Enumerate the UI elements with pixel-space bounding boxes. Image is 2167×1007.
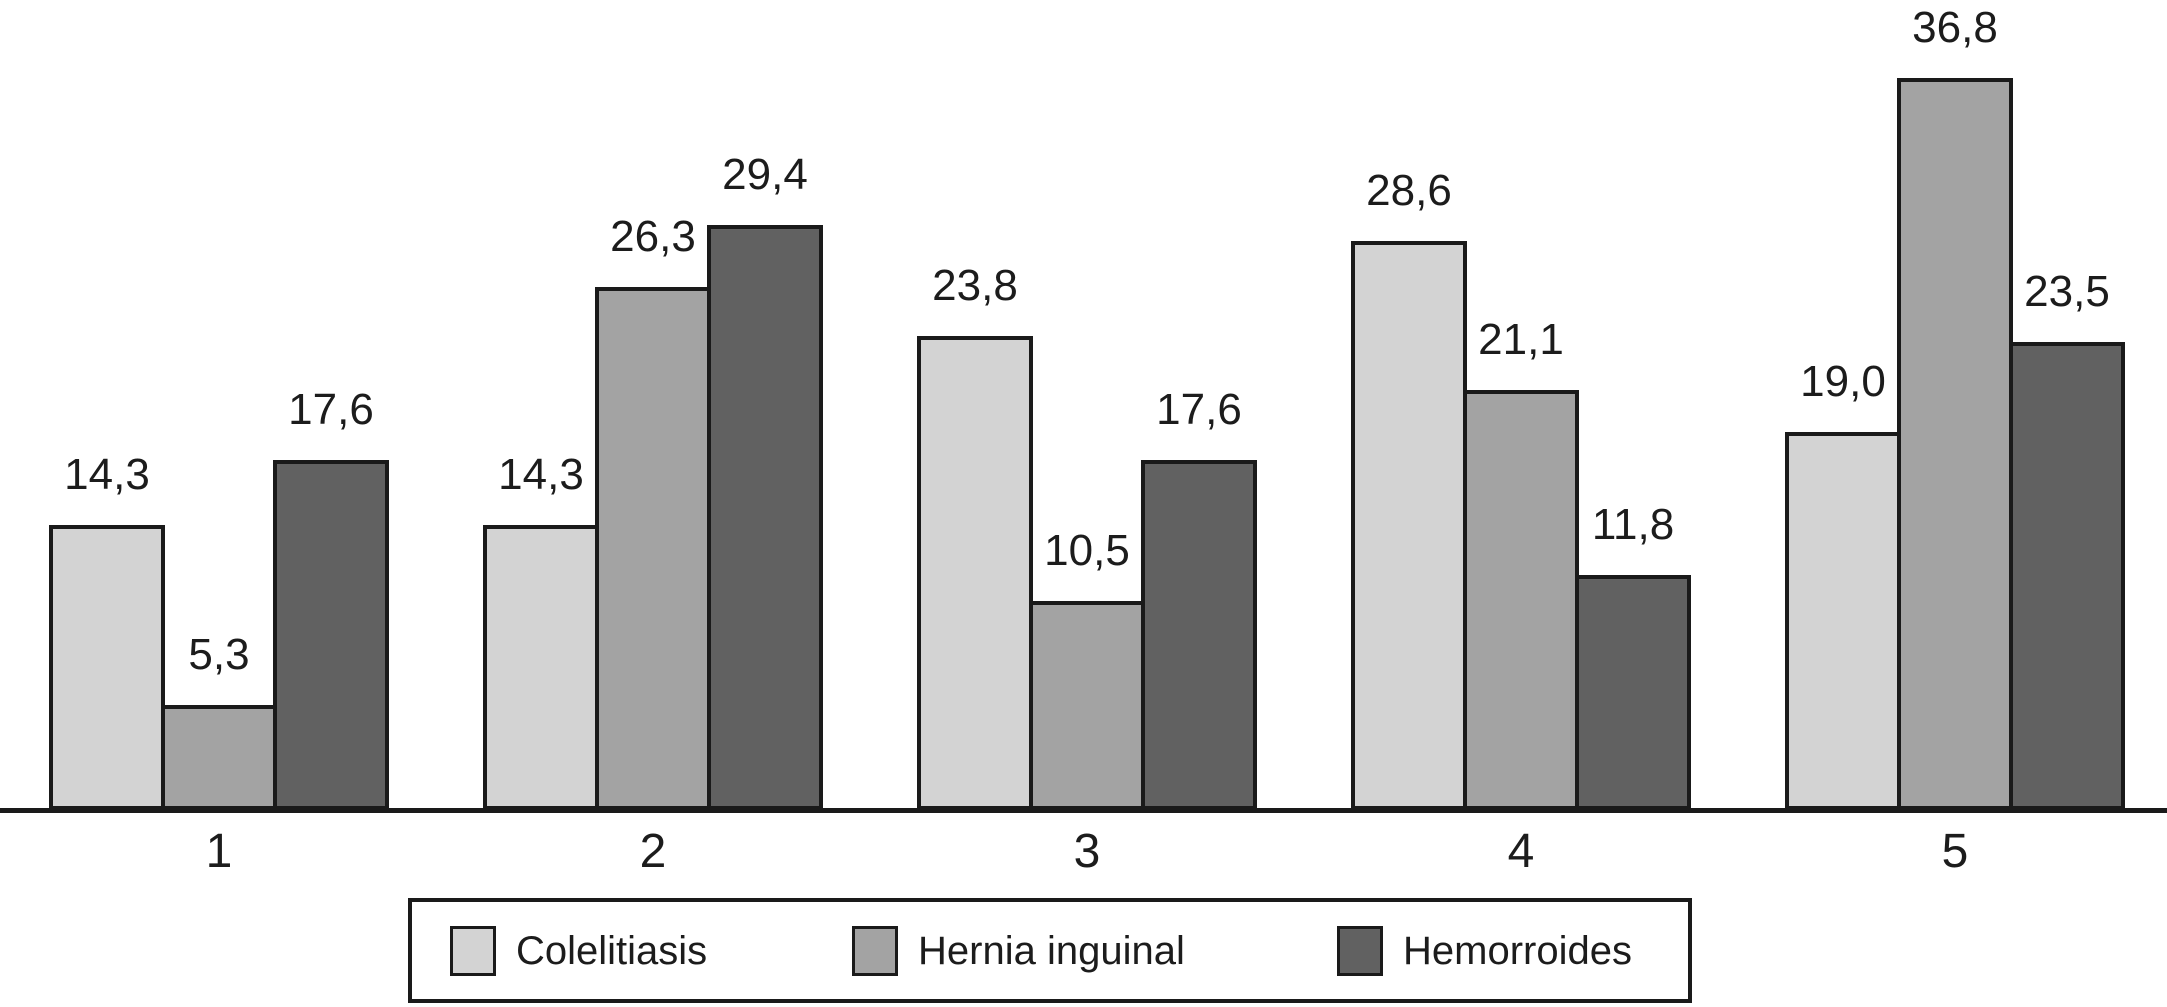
value-label: 21,1 <box>1478 315 1564 364</box>
bar-series1-cat2 <box>483 525 599 810</box>
bar-series3-cat4 <box>1575 575 1691 810</box>
legend: Colelitiasis Hernia inguinal Hemorroides <box>408 898 1692 1003</box>
legend-swatch-icon <box>450 925 496 976</box>
bar-series2-cat3 <box>1029 601 1145 810</box>
value-label: 36,8 <box>1912 3 1998 52</box>
bar-series1-cat1 <box>49 525 165 810</box>
x-tick-label: 4 <box>1507 825 1535 878</box>
legend-label: Hemorroides <box>1403 928 1632 973</box>
bar-series1-cat4 <box>1351 241 1467 810</box>
value-label: 10,5 <box>1044 526 1130 575</box>
value-label: 14,3 <box>498 450 584 499</box>
bar-series3-cat1 <box>273 460 389 810</box>
bar-series2-cat1 <box>161 705 277 810</box>
x-axis-line <box>0 808 2167 813</box>
bar-series3-cat5 <box>2009 342 2125 810</box>
x-tick-label: 3 <box>1073 825 1101 878</box>
value-label: 5,3 <box>188 630 250 679</box>
bar-series2-cat2 <box>595 287 711 810</box>
x-tick-label: 5 <box>1941 825 1969 878</box>
value-label: 28,6 <box>1366 166 1452 215</box>
value-label: 26,3 <box>610 212 696 261</box>
legend-swatch-icon <box>852 925 898 976</box>
value-label: 14,3 <box>64 450 150 499</box>
value-label: 23,5 <box>2024 267 2110 316</box>
x-tick-label: 1 <box>205 825 233 878</box>
legend-item: Hernia inguinal <box>852 902 1185 999</box>
value-label: 11,8 <box>1591 500 1675 549</box>
bar-series3-cat2 <box>707 225 823 810</box>
x-tick-label: 2 <box>639 825 667 878</box>
value-label: 29,4 <box>722 150 808 199</box>
value-label: 19,0 <box>1800 357 1886 406</box>
value-label: 17,6 <box>1156 385 1242 434</box>
legend-item: Colelitiasis <box>450 902 707 999</box>
value-label: 17,6 <box>288 385 374 434</box>
legend-label: Hernia inguinal <box>918 928 1185 973</box>
legend-item: Hemorroides <box>1337 902 1632 999</box>
value-label: 23,8 <box>932 261 1018 310</box>
bar-series2-cat4 <box>1463 390 1579 810</box>
bar-series3-cat3 <box>1141 460 1257 810</box>
legend-swatch-icon <box>1337 925 1383 976</box>
bar-series1-cat5 <box>1785 432 1901 810</box>
bar-series1-cat3 <box>917 336 1033 810</box>
bar-series2-cat5 <box>1897 78 2013 810</box>
legend-label: Colelitiasis <box>516 928 708 973</box>
